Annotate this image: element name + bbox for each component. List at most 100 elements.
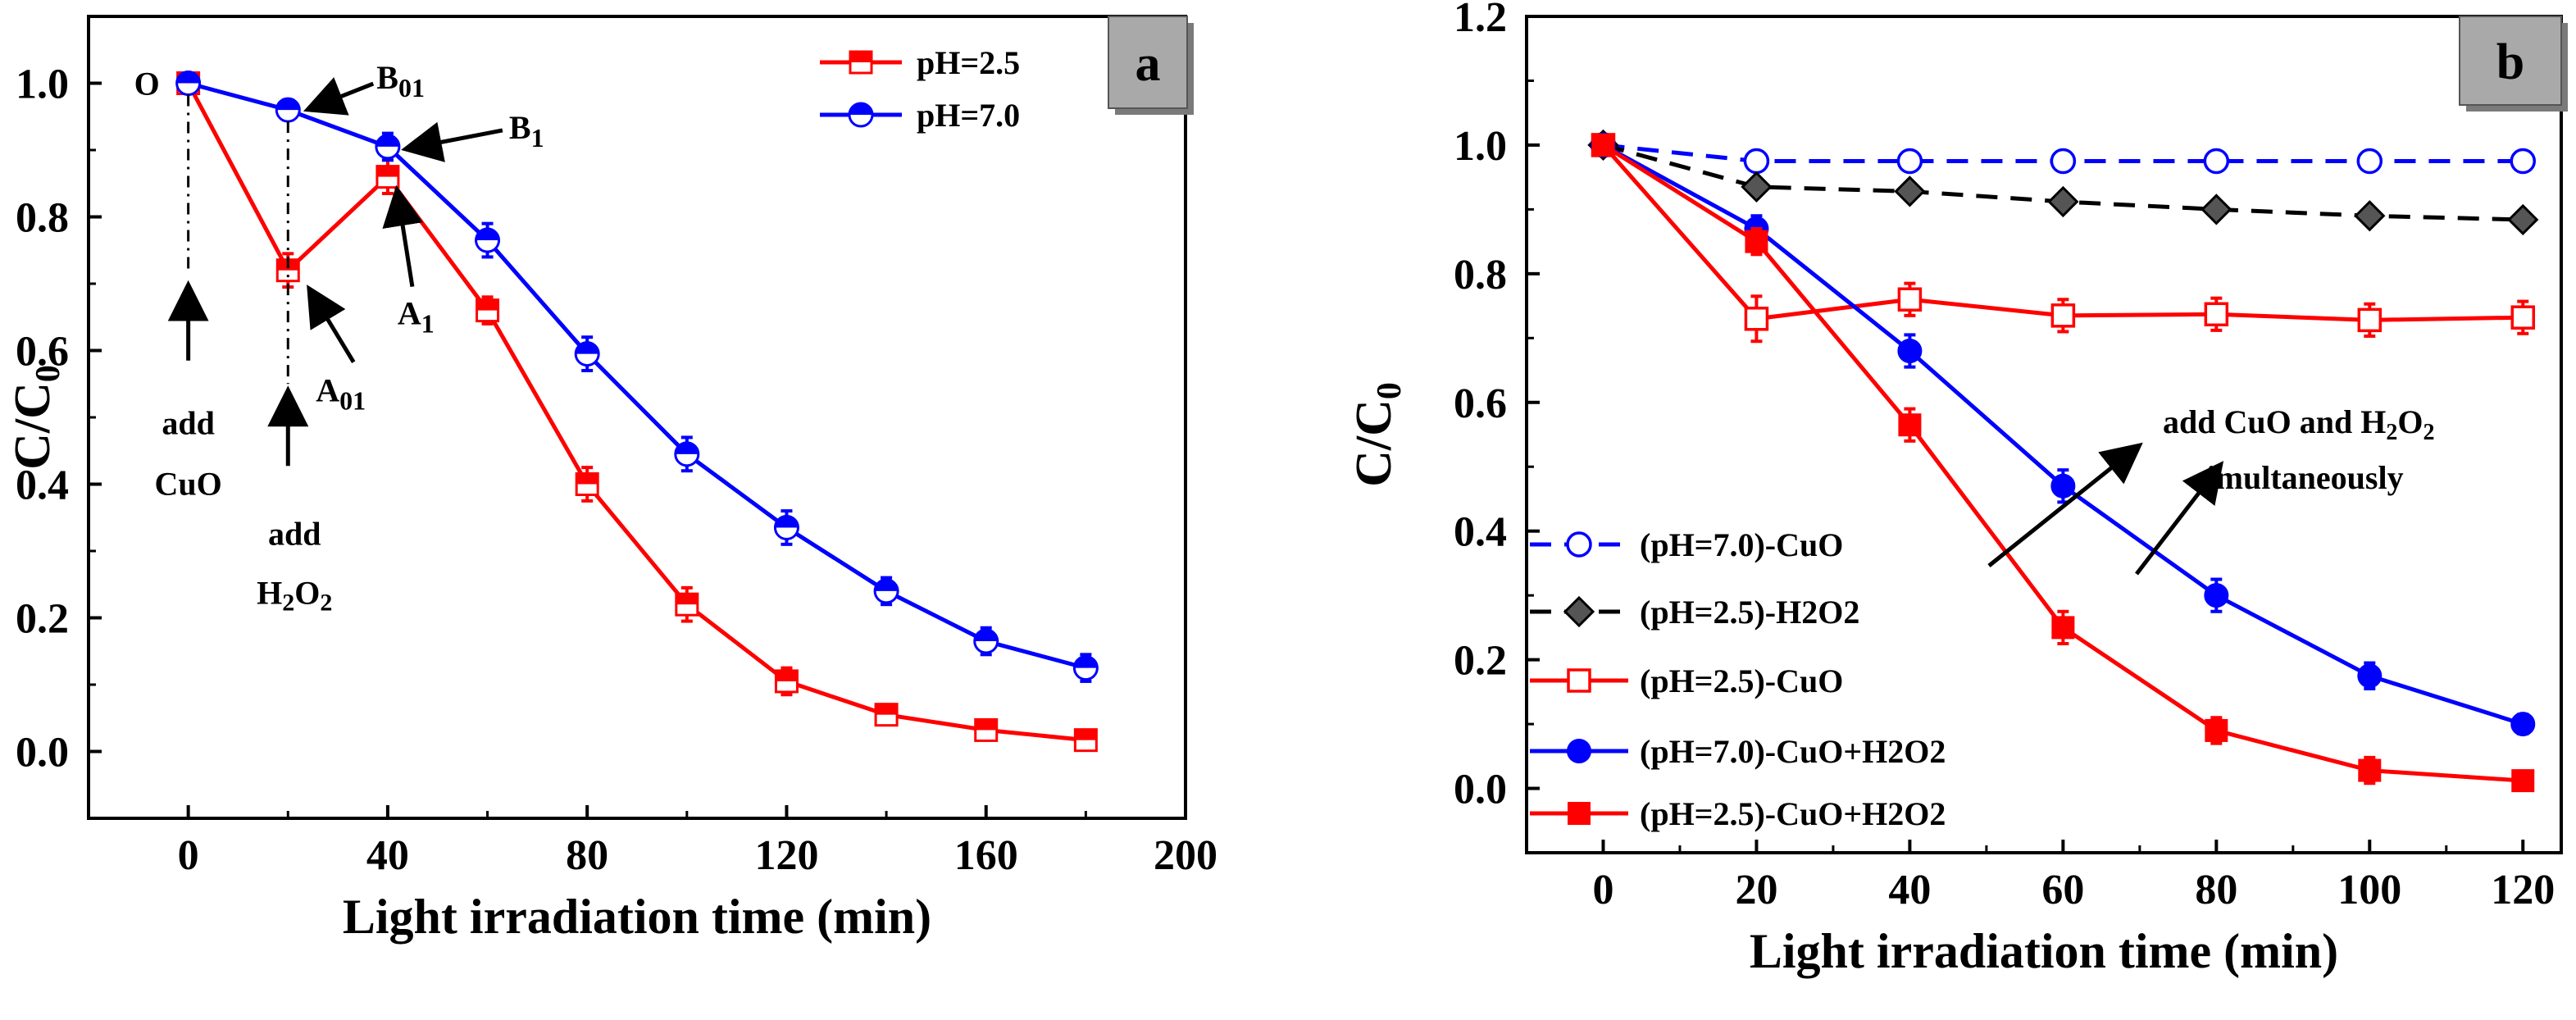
label-O: O	[134, 66, 160, 102]
arrow-B1	[401, 121, 503, 162]
marker-2	[1897, 287, 1923, 312]
marker-2	[2050, 303, 2076, 328]
data-point	[375, 165, 400, 189]
x-tick-label: 80	[2195, 867, 2237, 913]
y-axis-label: C/C0	[1346, 382, 1409, 487]
data-point	[974, 717, 999, 742]
marker-0	[2203, 148, 2230, 175]
series-1	[175, 71, 1099, 683]
marker-2	[1567, 668, 1591, 693]
data-point	[2356, 148, 2383, 175]
plot-frame	[87, 15, 1187, 820]
legend-item: (pH=7.0)-CuO+H2O2	[1530, 733, 1946, 770]
data-point	[575, 472, 599, 496]
annotations-b: add CuO and H2O2 simultaneously	[1987, 403, 2434, 576]
marker-1-fill	[849, 103, 872, 115]
data-point	[2050, 303, 2076, 328]
data-point	[1073, 728, 1098, 753]
panel-label-box	[1108, 16, 1188, 109]
y-tick-label: 0.2	[16, 596, 69, 643]
data-point	[2050, 148, 2077, 175]
y-tick-label: 0.0	[1454, 767, 1507, 813]
marker-0-fill	[776, 670, 798, 681]
marker-3	[2050, 473, 2076, 499]
y-tick-label: 0.8	[1454, 252, 1507, 298]
marker-0-fill	[1075, 729, 1097, 740]
data-point	[1894, 175, 1926, 207]
y-axis-label: C/C0	[5, 365, 67, 470]
marker-3	[1897, 339, 1923, 363]
label-A1: A1	[398, 295, 435, 339]
data-point	[375, 134, 401, 160]
x-tick-label: 0	[1592, 867, 1613, 913]
marker-0-fill	[476, 299, 498, 311]
marker-0-fill	[676, 594, 698, 605]
marker-4	[2051, 616, 2075, 640]
marker-1	[1741, 171, 1773, 203]
marker-3	[1567, 739, 1591, 763]
marker-0-fill	[376, 166, 398, 177]
marker-4	[2205, 718, 2228, 742]
legend-label: (pH=2.5)-H2O2	[1640, 594, 1859, 631]
data-point	[2204, 302, 2229, 327]
marker-1-fill	[775, 516, 799, 528]
data-point	[1896, 148, 1923, 175]
label-A01: A01	[316, 372, 366, 416]
series-4	[1591, 133, 2535, 793]
y-tick-label: 0.4	[16, 462, 69, 509]
data-point	[1741, 171, 1773, 203]
x-tick-label: 40	[366, 832, 409, 879]
marker-1-fill	[276, 98, 300, 111]
series-line	[187, 81, 1087, 671]
marker-4	[1898, 413, 1922, 437]
legend-item: (pH=7.0)-CuO	[1530, 526, 1843, 563]
marker-0-fill	[876, 704, 898, 715]
marker-0	[2050, 148, 2077, 175]
marker-1-fill	[875, 579, 899, 591]
y-tick-label: 0.4	[1454, 509, 1507, 556]
marker-1-fill	[476, 229, 499, 241]
marker-2	[2204, 302, 2229, 327]
data-point	[1072, 655, 1099, 681]
label-add-both: add CuO and H2O2	[2163, 403, 2434, 445]
marker-1-fill	[375, 134, 399, 147]
data-point	[2358, 758, 2382, 782]
x-tick-label: 120	[2491, 867, 2555, 913]
label-add-2: add	[268, 515, 321, 552]
marker-0	[1566, 531, 1592, 558]
marker-4	[2511, 769, 2535, 793]
marker-1	[2507, 203, 2539, 236]
legend-item: (pH=2.5)-CuO	[1530, 663, 1843, 699]
y-tick-label: 1.0	[1454, 123, 1507, 170]
data-point	[2047, 185, 2079, 218]
marker-3	[2204, 583, 2229, 608]
marker-1-fill	[176, 71, 200, 84]
data-point	[674, 441, 700, 467]
x-tick-label: 40	[1888, 867, 1931, 913]
marker-2	[2357, 307, 2383, 333]
series-0	[176, 71, 1098, 753]
arrow-A1	[382, 184, 423, 287]
panel-a: 0 40 80 120 160 200 0.0 0.2 0.4 0.6 0.8 1.0 Light ir…	[5, 15, 1217, 944]
data-point	[275, 97, 301, 123]
panel-label-box	[2459, 16, 2562, 106]
data-point	[874, 703, 899, 727]
series-1	[1587, 129, 2539, 236]
x-tick-label: 200	[1154, 832, 1217, 879]
marker-0	[2356, 148, 2383, 175]
marker-3	[2357, 663, 2383, 689]
legend-label: pH=7.0	[917, 97, 1020, 134]
panel-label: a	[1136, 36, 1161, 92]
x-tick-label: 160	[954, 832, 1018, 879]
legend-item: (pH=2.5)-H2O2	[1530, 594, 1859, 631]
data-point	[2205, 718, 2228, 742]
marker-1	[1894, 175, 1926, 207]
marker-1	[2201, 194, 2232, 225]
legend-a: pH=2.5 pH=7.0	[820, 44, 1020, 134]
y-tick-label: 1.0	[16, 61, 69, 108]
marker-4	[1591, 133, 1615, 157]
label-B01: B01	[376, 59, 425, 102]
x-tick-label: 60	[2041, 867, 2084, 913]
data-point	[1743, 148, 1770, 175]
marker-1	[1563, 595, 1595, 628]
